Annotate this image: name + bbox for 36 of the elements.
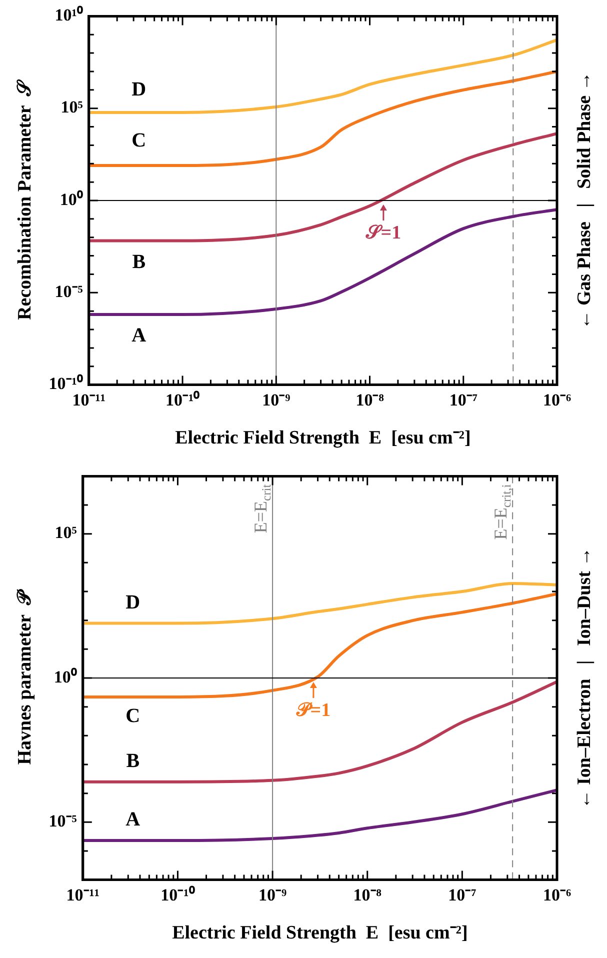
- text: ← Gas Phase | Solid Phase →: [574, 72, 595, 330]
- y-tick-label: 10⁰: [54, 667, 77, 686]
- y-tick-label: 10⁻⁵: [48, 812, 77, 831]
- series-label: D: [132, 78, 146, 101]
- x-tick-label: 10⁻¹⁰: [165, 390, 200, 410]
- x-axis-title: Electric Field Strength E [esu cm⁻²]: [175, 428, 471, 449]
- x-axis-title: Electric Field Strength E [esu cm⁻²]: [172, 922, 468, 944]
- series-label: B: [126, 750, 140, 772]
- ref-line-label: E=Ecrit: [250, 484, 274, 534]
- series-label: A: [132, 324, 147, 347]
- y-tick-label: 10⁵: [60, 98, 83, 117]
- y-tick-label: 10⁰: [60, 190, 83, 209]
- ref-line-label: E=Ecrit,i: [490, 484, 514, 540]
- x-tick-label: 10⁻⁸: [356, 390, 384, 410]
- annotation: 𝒮=1: [364, 222, 402, 244]
- x-tick-label: 10⁻⁷: [449, 390, 478, 410]
- y-tick-label: 10¹⁰: [54, 6, 83, 25]
- y-axis-title: Havnes parameter 𝒫: [14, 589, 36, 765]
- x-tick-label: 10⁻⁹: [258, 885, 287, 904]
- text: ← Ion–Electron | Ion–Dust →: [574, 547, 595, 809]
- annotation: 𝒫=1: [295, 700, 331, 721]
- x-tick-label: 10⁻¹¹: [66, 885, 100, 904]
- x-tick-label: 10⁻⁸: [353, 885, 382, 904]
- series-label: A: [126, 808, 141, 831]
- series-label: C: [126, 705, 140, 728]
- x-tick-label: 10⁻⁶: [542, 390, 572, 410]
- series-label: B: [132, 250, 146, 273]
- y-tick-label: 10⁵: [54, 523, 77, 542]
- x-tick-label: 10⁻⁶: [542, 885, 572, 904]
- x-tick-label: 10⁻¹⁰: [160, 885, 195, 904]
- y-axis-title: Recombination Parameter 𝒮: [14, 79, 36, 320]
- y-tick-label: 10⁻⁵: [54, 282, 83, 302]
- series-label: C: [132, 130, 146, 152]
- x-tick-label: 10⁻⁷: [448, 885, 476, 904]
- series-label: D: [126, 591, 140, 614]
- x-tick-label: 10⁻⁹: [262, 390, 290, 410]
